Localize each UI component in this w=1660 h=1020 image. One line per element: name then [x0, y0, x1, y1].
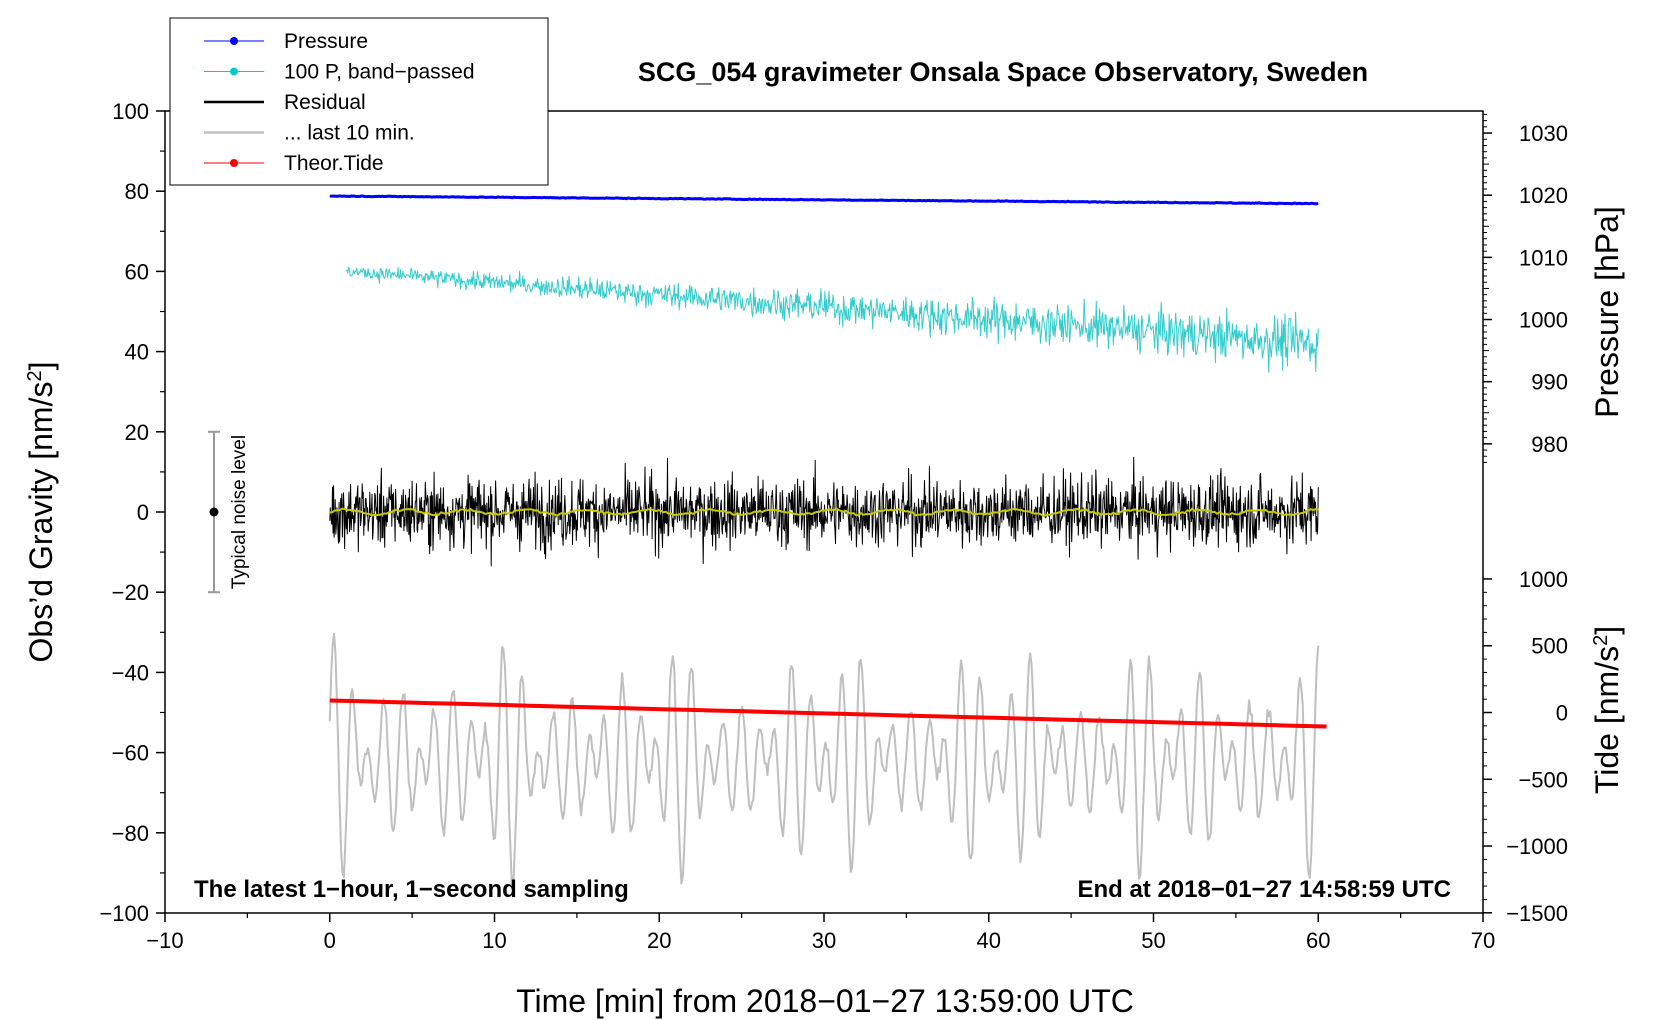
- y-axis-title: Obs’d Gravity [nm/s2]: [23, 362, 59, 663]
- pressure-tick-label: 980: [1531, 432, 1568, 457]
- pressure-line: [329, 194, 1319, 206]
- tide-tick-label: 500: [1531, 634, 1568, 659]
- legend-label: 100 P, band−passed: [284, 61, 475, 84]
- x-tick-label: 10: [482, 928, 506, 953]
- legend-label: Pressure: [284, 30, 368, 53]
- noise-label: Typical noise level: [229, 435, 250, 589]
- tide-axis-title-text: Tide [nm/s: [1589, 646, 1625, 794]
- x-tick-label: 60: [1306, 928, 1330, 953]
- tide-tick-label: −1500: [1506, 901, 1568, 926]
- noise-indicator: Typical noise level: [208, 430, 250, 594]
- tide-tick-label: 0: [1556, 701, 1568, 726]
- end-time-annotation: End at 2018−01−27 14:58:59 UTC: [1077, 876, 1451, 903]
- noise-dot: [209, 507, 219, 517]
- x-tick-label: 40: [977, 928, 1001, 953]
- legend-swatch-marker: [230, 159, 238, 167]
- tide-tick-label: 1000: [1519, 567, 1568, 592]
- y-axis-title-sup: 2: [24, 370, 46, 381]
- legend-label: Theor.Tide: [284, 152, 384, 175]
- x-axis: −10 0 10 20 30 40 50 60 70: [146, 913, 1495, 953]
- y-tick-label: −20: [112, 580, 149, 605]
- tide-line: [329, 698, 1327, 729]
- tide-axis-title-sup: 2: [1590, 635, 1612, 646]
- pressure-axis-title: Pressure [hPa]: [1589, 206, 1625, 418]
- x-tick-label: 0: [324, 928, 336, 953]
- legend-swatch-marker: [230, 67, 238, 76]
- residual-line: [329, 456, 1319, 567]
- x-tick-label: 20: [647, 928, 671, 953]
- y-tick-label: −80: [112, 821, 149, 846]
- chart-title: SCG_054 gravimeter Onsala Space Observat…: [638, 57, 1368, 87]
- sampling-annotation: The latest 1−hour, 1−second sampling: [194, 876, 629, 903]
- y-tick-label: −60: [112, 741, 149, 766]
- x-tick-label: 30: [812, 928, 836, 953]
- y-tick-label: 60: [125, 259, 149, 284]
- pressure-tick-label: 1030: [1519, 121, 1568, 146]
- x-tick-label: 70: [1471, 928, 1495, 953]
- x-axis-title: Time [min] from 2018−01−27 13:59:00 UTC: [516, 983, 1134, 1019]
- band-passed-pressure-line: [345, 266, 1319, 373]
- y-tick-label: 20: [125, 420, 149, 445]
- legend: Pressure 100 P, band−passed Residual ... la…: [169, 17, 549, 186]
- residual-smoothed-line: [329, 507, 1319, 518]
- y-tick-label: 40: [125, 340, 149, 365]
- y-tick-label: 0: [137, 500, 149, 525]
- pressure-tick-label: 1010: [1519, 245, 1568, 270]
- tide-axis-title: Tide [nm/s2]: [1589, 626, 1625, 794]
- tide-tick-label: −1000: [1506, 834, 1568, 859]
- y-axis-title-text: Obs’d Gravity [nm/s: [23, 382, 59, 663]
- y-tick-label: 80: [125, 179, 149, 204]
- y-tick-label: −40: [112, 660, 149, 685]
- pressure-axis: 1030 1020 1010 1000 990 980: [1483, 113, 1568, 463]
- pressure-tick-label: 990: [1531, 370, 1568, 395]
- legend-swatch-marker: [230, 37, 238, 45]
- x-tick-label: −10: [146, 928, 183, 953]
- x-tick-label: 50: [1141, 928, 1165, 953]
- legend-label: Residual: [284, 91, 366, 114]
- tide-axis: 1000 500 0 −500 −1000 −1500: [1483, 567, 1568, 926]
- y-tick-label: 100: [112, 99, 149, 124]
- tide-axis-title-tail: ]: [1589, 626, 1625, 635]
- y-axis-title-tail: ]: [23, 362, 59, 371]
- last-10-min-line: [328, 632, 1320, 890]
- plot-area: [164, 110, 1484, 914]
- y-tick-label: −100: [99, 901, 149, 926]
- tide-tick-label: −500: [1518, 767, 1568, 792]
- legend-label: ... last 10 min.: [284, 122, 415, 145]
- pressure-tick-label: 1000: [1519, 308, 1568, 333]
- y-axis: 100 80 60 40 20 0 −20 −40 −60 −80 −100: [99, 99, 165, 926]
- series-layer: [328, 194, 1327, 890]
- pressure-tick-label: 1020: [1519, 183, 1568, 208]
